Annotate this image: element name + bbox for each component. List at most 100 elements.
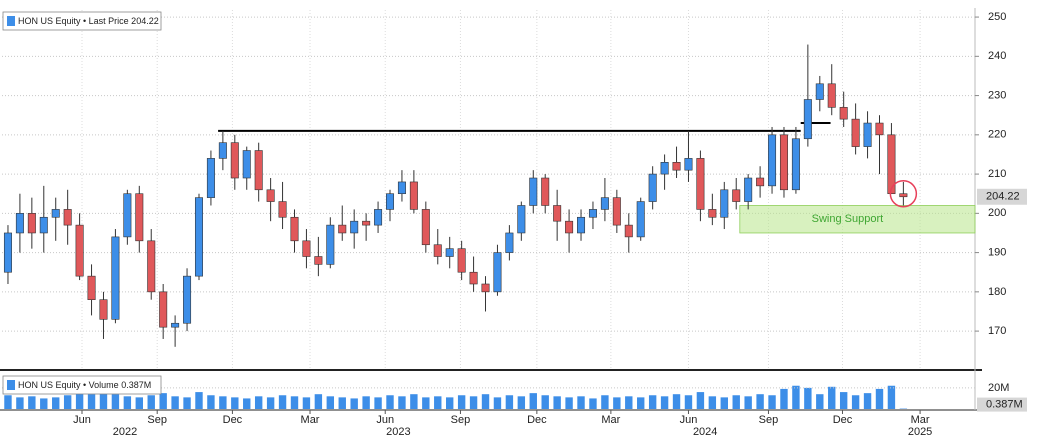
candle-body bbox=[565, 220, 574, 234]
volume-bar bbox=[696, 392, 705, 409]
volume-bar bbox=[660, 396, 669, 409]
volume-bar bbox=[398, 396, 406, 409]
volume-bar bbox=[207, 395, 215, 409]
y-tick-label: 20M bbox=[988, 382, 1009, 394]
volume-bar bbox=[386, 395, 394, 409]
candle-body bbox=[696, 158, 705, 210]
x-tick-label: Sep bbox=[759, 414, 779, 426]
volume-bar bbox=[601, 395, 609, 409]
volume-bar bbox=[278, 395, 287, 409]
volume-bar bbox=[410, 394, 418, 409]
candle-body bbox=[206, 158, 215, 198]
candle-body bbox=[648, 173, 657, 202]
legend-box bbox=[2, 375, 162, 395]
candle-body bbox=[242, 150, 251, 179]
candle-body bbox=[409, 181, 418, 210]
volume-bar bbox=[637, 397, 645, 409]
volume-bar bbox=[219, 396, 227, 409]
volume-bar bbox=[159, 393, 167, 409]
candle-body bbox=[302, 240, 311, 257]
y-tick-label: 170 bbox=[988, 325, 1006, 337]
y-tick-label: 210 bbox=[988, 168, 1006, 180]
volume-bar bbox=[147, 395, 155, 409]
legend-swatch bbox=[7, 16, 15, 26]
candle-body bbox=[624, 224, 633, 238]
candle-body bbox=[135, 193, 144, 242]
candle-body bbox=[791, 138, 800, 191]
volume-bar bbox=[577, 396, 585, 409]
legend-box bbox=[2, 11, 162, 31]
volume-bar bbox=[875, 388, 884, 409]
candle-body bbox=[481, 283, 490, 293]
candle-body bbox=[612, 197, 621, 226]
volume-bar bbox=[63, 395, 72, 409]
legend-label: HON US Equity • Last Price 204.22 bbox=[18, 16, 159, 26]
candle-body bbox=[87, 275, 96, 300]
volume-bar bbox=[780, 388, 788, 409]
y-tick-label: 240 bbox=[988, 50, 1006, 62]
candle-body bbox=[194, 197, 203, 277]
candle-body bbox=[147, 240, 156, 293]
candle-body bbox=[517, 205, 526, 234]
volume-bar bbox=[839, 392, 848, 409]
candle-body bbox=[386, 193, 395, 210]
volume-bar bbox=[195, 392, 203, 409]
volume-bar bbox=[613, 397, 621, 409]
volume-bar bbox=[87, 394, 96, 409]
candle-body bbox=[815, 83, 824, 100]
candle-body bbox=[230, 142, 239, 179]
candle-body bbox=[218, 142, 227, 159]
y-tick-label: 180 bbox=[988, 286, 1006, 298]
volume-bar bbox=[338, 397, 346, 409]
candle-body bbox=[839, 107, 848, 120]
volume-bar bbox=[851, 395, 860, 409]
volume-bar bbox=[493, 397, 502, 409]
candle-body bbox=[326, 224, 335, 265]
volume-bar bbox=[887, 385, 896, 409]
year-label: 2024 bbox=[693, 426, 717, 438]
candle-body bbox=[588, 209, 597, 218]
candle-body bbox=[553, 205, 562, 222]
candle-body bbox=[493, 252, 502, 293]
volume-bar bbox=[792, 385, 800, 409]
year-label: 2025 bbox=[908, 426, 932, 438]
volume-marker: 0.387M bbox=[986, 398, 1023, 410]
candle-body bbox=[744, 177, 753, 202]
support-zone bbox=[739, 205, 976, 234]
volume-bar bbox=[434, 396, 442, 409]
candle-body bbox=[75, 224, 84, 277]
y-tick-label: 250 bbox=[988, 11, 1006, 23]
volume-bar bbox=[362, 396, 370, 409]
candle-body bbox=[636, 201, 645, 238]
volume-bar bbox=[720, 397, 728, 409]
candle-body bbox=[457, 248, 466, 273]
candle-body bbox=[254, 150, 263, 191]
volume-bar bbox=[16, 397, 24, 409]
candle-body bbox=[111, 236, 120, 320]
volume-bar bbox=[314, 394, 323, 409]
volume-bar bbox=[243, 398, 251, 409]
volume-bar bbox=[541, 395, 549, 409]
candle-body bbox=[732, 189, 741, 202]
candle-body bbox=[577, 216, 586, 234]
year-label: 2023 bbox=[386, 426, 410, 438]
candle-body bbox=[421, 209, 430, 246]
candle-body bbox=[899, 193, 908, 198]
volume-bar bbox=[768, 395, 776, 409]
volume-bar bbox=[589, 398, 597, 409]
candle-body bbox=[99, 299, 108, 320]
volume-bar bbox=[135, 397, 143, 409]
candle-body bbox=[779, 134, 788, 191]
candle-body bbox=[278, 201, 287, 218]
candle-body bbox=[863, 122, 872, 147]
candle-body bbox=[39, 216, 48, 234]
x-tick-label: Sep bbox=[147, 414, 167, 426]
candle-body bbox=[27, 213, 36, 234]
volume-bar bbox=[625, 396, 633, 409]
volume-bar bbox=[171, 396, 179, 409]
x-tick-label: Jun bbox=[376, 414, 394, 426]
support-label: Swing Support bbox=[812, 213, 884, 225]
volume-bar bbox=[505, 395, 514, 409]
